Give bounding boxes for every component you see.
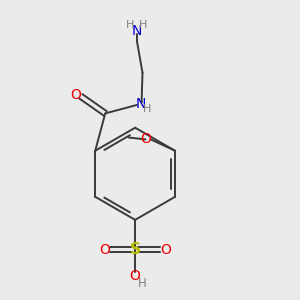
- Text: H: H: [142, 103, 151, 113]
- Text: H: H: [126, 20, 134, 30]
- Text: O: O: [140, 131, 151, 146]
- Text: O: O: [130, 269, 141, 283]
- Text: H: H: [138, 277, 147, 290]
- Text: N: N: [136, 97, 146, 111]
- Text: N: N: [132, 24, 142, 38]
- Text: O: O: [160, 243, 171, 256]
- Text: S: S: [130, 242, 141, 257]
- Text: O: O: [99, 243, 110, 256]
- Text: O: O: [70, 88, 81, 102]
- Text: H: H: [139, 20, 148, 30]
